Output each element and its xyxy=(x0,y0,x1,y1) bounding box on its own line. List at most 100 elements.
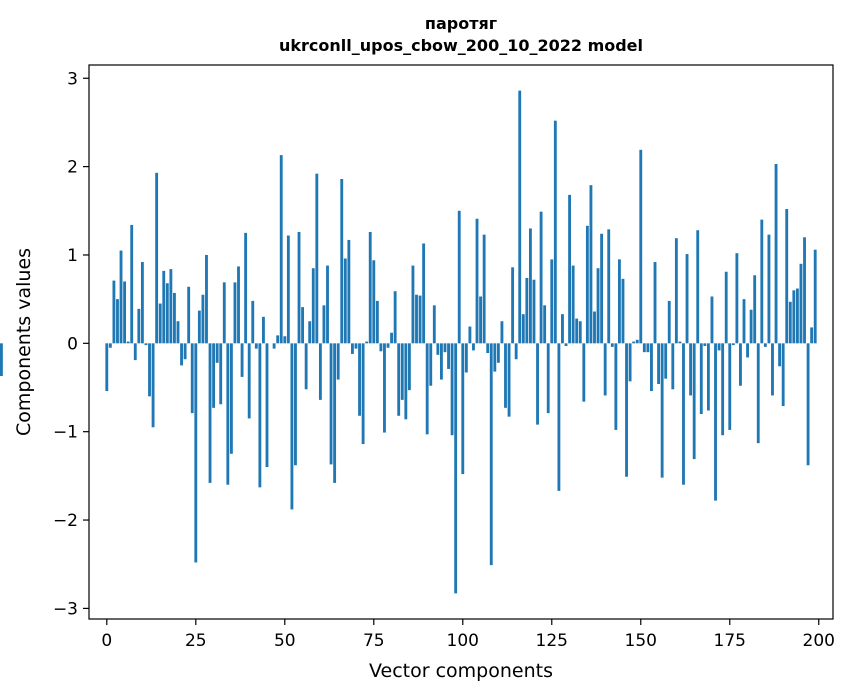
bar-series xyxy=(0,90,817,594)
bar-47 xyxy=(272,343,276,349)
bar-0 xyxy=(105,343,109,392)
bar-58 xyxy=(311,268,315,344)
bar-133 xyxy=(578,321,582,344)
x-tick-label: 75 xyxy=(363,631,385,651)
bar-36 xyxy=(233,282,237,344)
bar-31 xyxy=(215,343,219,363)
bar-142 xyxy=(610,343,614,347)
bar-49 xyxy=(279,155,283,344)
bar-78 xyxy=(383,343,386,433)
bar-173 xyxy=(721,343,725,436)
x-tick-label: 175 xyxy=(714,631,746,651)
bar-26 xyxy=(197,310,201,344)
bar-59 xyxy=(315,173,319,344)
bar-124 xyxy=(546,343,550,414)
bar-126 xyxy=(553,120,557,344)
bar-18 xyxy=(169,269,173,344)
bar-89 xyxy=(422,243,426,344)
bar-121 xyxy=(536,343,539,425)
bar-71 xyxy=(358,343,361,416)
bar-76 xyxy=(375,300,379,344)
bar-102 xyxy=(468,326,472,344)
bar-17 xyxy=(165,283,169,344)
x-axis-label: Vector components xyxy=(369,660,553,682)
bar-199 xyxy=(813,249,817,344)
bar-56 xyxy=(304,343,308,390)
bar-181 xyxy=(749,309,753,344)
bar-30 xyxy=(212,343,216,408)
bar-190 xyxy=(781,343,785,407)
bar-129 xyxy=(564,343,568,346)
bar-178 xyxy=(739,343,742,386)
bar-138 xyxy=(596,268,600,344)
x-tick-label: 125 xyxy=(536,631,568,651)
bar-81 xyxy=(393,291,397,344)
bar-165 xyxy=(692,343,696,460)
bar-52 xyxy=(290,343,294,510)
bar-151 xyxy=(642,343,646,353)
bar-2 xyxy=(112,280,116,344)
bar-132 xyxy=(575,318,579,344)
bar-148 xyxy=(632,341,636,344)
bar-182 xyxy=(753,275,757,344)
bar-197 xyxy=(806,343,810,466)
bar-174 xyxy=(724,271,728,344)
y-tick-label: 1 xyxy=(67,246,78,266)
bar-92 xyxy=(432,305,436,344)
bar-118 xyxy=(525,277,529,344)
bar-171 xyxy=(714,343,717,501)
bar-175 xyxy=(728,343,732,430)
bar-185 xyxy=(763,343,767,347)
bar-135 xyxy=(585,225,589,344)
bar-130 xyxy=(568,194,571,344)
bar-168 xyxy=(703,343,707,346)
bar-29 xyxy=(208,343,212,483)
y-tick-label: 2 xyxy=(67,158,78,178)
bar-61 xyxy=(322,305,326,344)
bar-34 xyxy=(226,343,230,485)
bar-12 xyxy=(148,343,151,397)
x-tick-label: 150 xyxy=(625,631,657,651)
bar-80 xyxy=(390,332,394,344)
bar-163 xyxy=(685,254,689,344)
bar-77 xyxy=(379,343,383,352)
bar-184 xyxy=(760,219,764,344)
bar-145 xyxy=(621,278,625,344)
bar-66 xyxy=(340,178,344,344)
bar-86 xyxy=(411,265,415,344)
bar-64 xyxy=(333,343,337,483)
bar-65 xyxy=(336,343,340,380)
bar-51 xyxy=(286,235,290,344)
bar-123 xyxy=(543,305,547,344)
bar-79 xyxy=(386,343,390,348)
bar-33 xyxy=(222,282,226,344)
bar-8 xyxy=(133,343,137,361)
bar-20 xyxy=(176,321,180,344)
bar-23 xyxy=(187,286,191,344)
bar-150 xyxy=(639,149,643,344)
bar-158 xyxy=(667,300,671,344)
plot-area-frame xyxy=(88,64,834,620)
bar-137 xyxy=(593,311,596,344)
bar-131 xyxy=(571,265,575,344)
bar-109 xyxy=(493,343,497,372)
bar-22 xyxy=(183,343,187,360)
bar-179 xyxy=(742,299,746,344)
y-axis-label: Components values xyxy=(13,248,35,436)
y-tick-label: −1 xyxy=(53,423,78,443)
bar-74 xyxy=(368,232,372,344)
bar-39 xyxy=(244,232,248,344)
bar-94 xyxy=(440,343,443,380)
bar-undefined xyxy=(0,343,3,377)
bar-125 xyxy=(550,259,554,344)
bar-160 xyxy=(674,238,678,344)
bar-170 xyxy=(710,296,714,344)
bar-7 xyxy=(130,224,134,344)
bar-99 xyxy=(457,210,461,344)
bar-161 xyxy=(678,341,682,344)
bar-28 xyxy=(205,254,208,344)
bar-112 xyxy=(504,343,507,408)
bar-196 xyxy=(803,237,806,344)
bar-48 xyxy=(276,335,280,344)
